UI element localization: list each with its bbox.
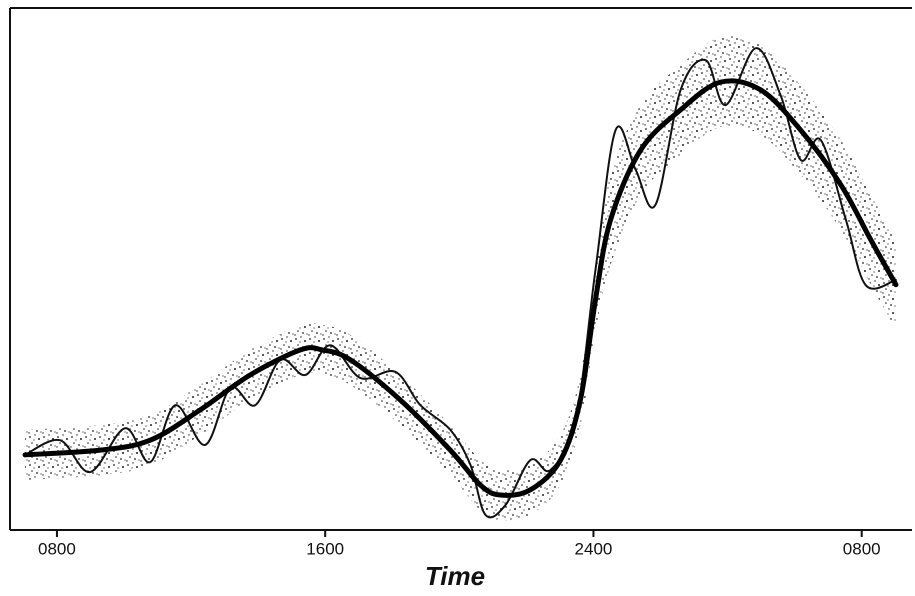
x-tick-label: 1600 <box>306 539 344 558</box>
x-axis-label: Time <box>425 561 485 591</box>
x-tick-label: 2400 <box>575 539 613 558</box>
x-tick-label: 0800 <box>38 539 76 558</box>
line <box>22 78 899 498</box>
band <box>25 35 896 521</box>
x-tick-label: 0800 <box>843 539 881 558</box>
